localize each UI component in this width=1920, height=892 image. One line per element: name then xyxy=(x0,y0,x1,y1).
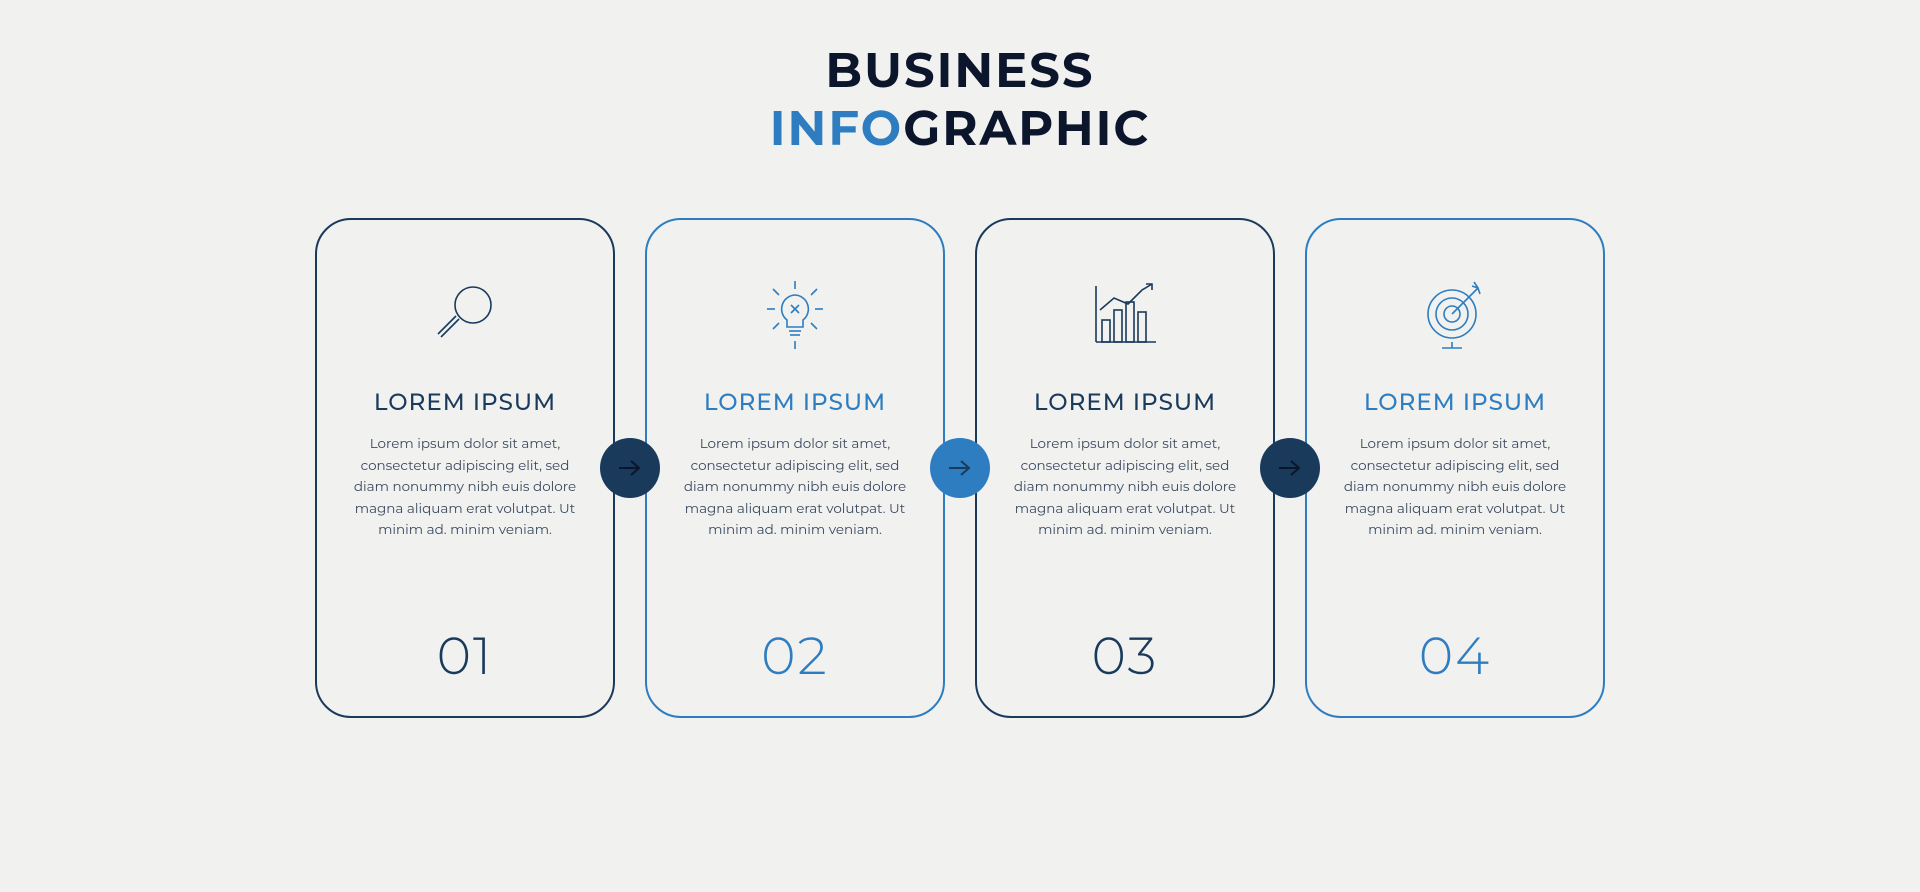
arrow-connector-icon xyxy=(600,438,660,498)
step-body: Lorem ipsum dolor sit amet, consectetur … xyxy=(1005,434,1245,542)
magnifier-icon xyxy=(429,270,501,360)
page-title: BUSINESS INFOGRAPHIC xyxy=(770,42,1150,158)
step-body: Lorem ipsum dolor sit amet, consectetur … xyxy=(1335,434,1575,542)
arrow-connector-icon xyxy=(1260,438,1320,498)
step-card-3: LOREM IPSUM Lorem ipsum dolor sit amet, … xyxy=(975,218,1275,718)
cards-row: LOREM IPSUM Lorem ipsum dolor sit amet, … xyxy=(315,218,1605,718)
lightbulb-icon xyxy=(755,270,835,360)
step-number: 02 xyxy=(761,625,829,688)
arrow-connector-icon xyxy=(930,438,990,498)
title-line2: INFOGRAPHIC xyxy=(770,100,1150,158)
step-heading: LOREM IPSUM xyxy=(1034,388,1216,416)
title-rest: GRAPHIC xyxy=(903,100,1150,158)
step-body: Lorem ipsum dolor sit amet, consectetur … xyxy=(345,434,585,542)
step-number: 03 xyxy=(1092,625,1159,688)
step-heading: LOREM IPSUM xyxy=(374,388,556,416)
step-heading: LOREM IPSUM xyxy=(704,388,886,416)
step-card-1: LOREM IPSUM Lorem ipsum dolor sit amet, … xyxy=(315,218,615,718)
step-heading: LOREM IPSUM xyxy=(1364,388,1546,416)
barchart-icon xyxy=(1086,270,1164,360)
target-icon xyxy=(1416,270,1494,360)
title-accent: INFO xyxy=(770,100,903,158)
step-number: 04 xyxy=(1419,625,1491,688)
title-line1: BUSINESS xyxy=(770,42,1150,100)
step-number: 01 xyxy=(437,625,494,688)
step-body: Lorem ipsum dolor sit amet, consectetur … xyxy=(675,434,915,542)
step-card-2: LOREM IPSUM Lorem ipsum dolor sit amet, … xyxy=(645,218,945,718)
step-card-4: LOREM IPSUM Lorem ipsum dolor sit amet, … xyxy=(1305,218,1605,718)
